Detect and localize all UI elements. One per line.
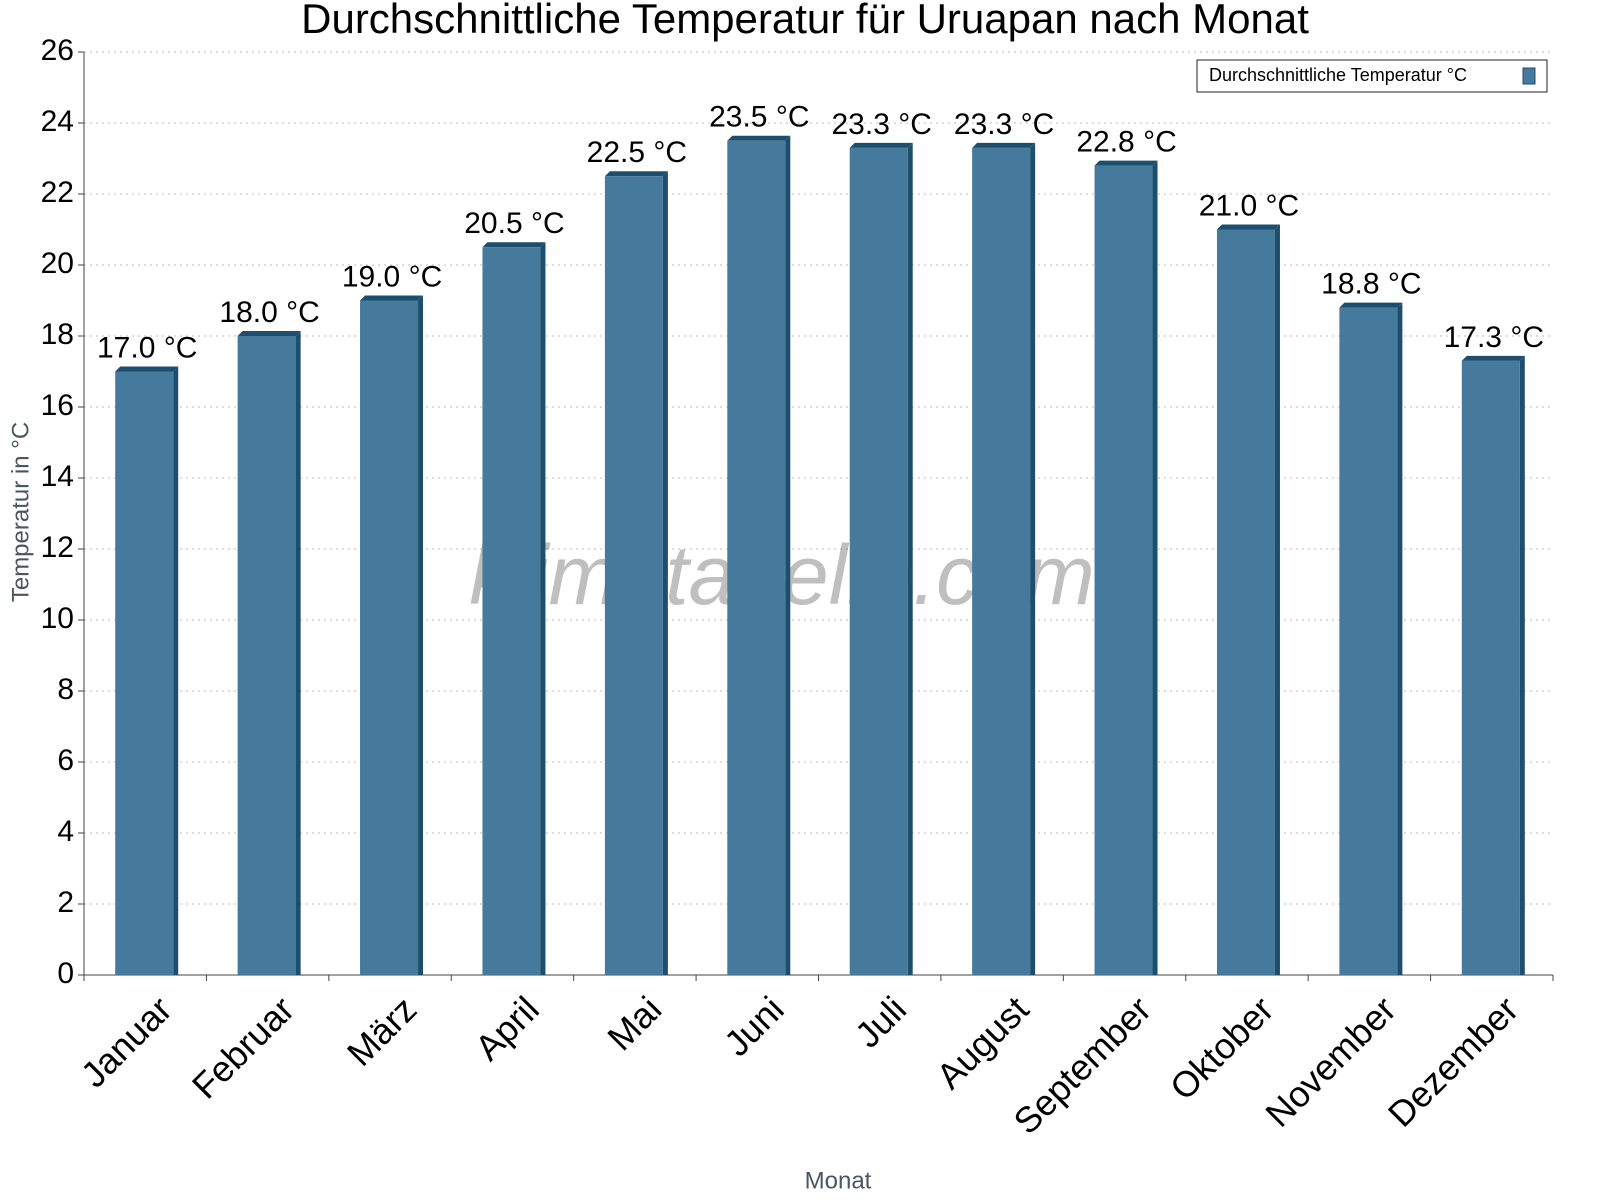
- value-label: 22.8 °C: [1076, 126, 1176, 159]
- x-tick-label: Dezember: [1380, 988, 1526, 1134]
- y-tick-label: 10: [41, 602, 74, 635]
- x-tick-label: November: [1257, 988, 1403, 1134]
- bar-side: [1030, 142, 1036, 976]
- bar: [972, 147, 1031, 976]
- y-axis-label: Temperatur in °C: [7, 422, 34, 602]
- bar-side: [1519, 355, 1525, 976]
- x-tick-label: April: [467, 988, 547, 1068]
- y-tick-label: 26: [41, 34, 74, 67]
- bar-side: [1274, 224, 1280, 975]
- bar: [604, 176, 663, 975]
- bar: [1094, 165, 1153, 976]
- x-tick-label: Juli: [847, 988, 914, 1055]
- y-tick-label: 2: [57, 886, 74, 919]
- value-label: 18.0 °C: [219, 296, 319, 329]
- bar-top: [360, 295, 424, 301]
- y-tick-label: 4: [57, 815, 74, 848]
- chart-title: Durchschnittliche Temperatur für Uruapan…: [301, 0, 1309, 42]
- bar-top: [237, 331, 301, 336]
- bar-side: [173, 366, 179, 975]
- bar-top: [972, 142, 1036, 148]
- x-tick-label: Mai: [599, 988, 669, 1058]
- bar: [115, 371, 174, 975]
- bar-side: [540, 242, 546, 975]
- x-tick-label: Juni: [716, 988, 792, 1064]
- y-tick-label: 16: [41, 389, 74, 422]
- legend-swatch: [1522, 67, 1536, 85]
- bar-side: [295, 331, 301, 975]
- value-label: 23.3 °C: [832, 108, 932, 141]
- bar-top: [727, 135, 791, 141]
- y-tick-label: 18: [41, 318, 74, 351]
- bar-top: [482, 242, 546, 248]
- bar-top: [604, 171, 668, 177]
- y-tick-label: 8: [57, 673, 74, 706]
- bar-top: [849, 142, 913, 148]
- value-label: 18.8 °C: [1321, 268, 1421, 301]
- bar-side: [418, 295, 424, 975]
- y-tick-label: 14: [41, 460, 74, 493]
- bar-top: [1094, 160, 1158, 166]
- value-label: 23.5 °C: [709, 101, 809, 134]
- legend-box: [1196, 59, 1548, 93]
- y-tick-label: 20: [41, 247, 74, 280]
- bar: [237, 336, 296, 975]
- bar-top: [1216, 224, 1280, 230]
- bar-top: [115, 366, 179, 372]
- x-tick-label: Januar: [73, 988, 180, 1095]
- bar-side: [907, 142, 913, 976]
- value-label: 23.3 °C: [954, 108, 1054, 141]
- value-label: 19.0 °C: [342, 260, 442, 293]
- bar: [482, 247, 541, 975]
- bar: [849, 147, 908, 976]
- bar-side: [662, 171, 668, 975]
- value-label: 22.5 °C: [587, 136, 687, 169]
- bar: [1461, 360, 1520, 976]
- bar: [727, 140, 786, 975]
- x-axis-label: Monat: [805, 1167, 872, 1194]
- y-tick-label: 0: [57, 957, 74, 990]
- bar-side: [1152, 160, 1158, 976]
- value-label: 17.3 °C: [1444, 321, 1544, 354]
- bar-side: [785, 135, 791, 975]
- bar-side: [1397, 302, 1403, 976]
- bar: [1339, 307, 1398, 976]
- y-tick-label: 12: [41, 531, 74, 564]
- x-tick-label: August: [928, 988, 1036, 1096]
- x-tick-label: Oktober: [1162, 988, 1282, 1108]
- value-label: 20.5 °C: [464, 207, 564, 240]
- x-tick-label: Februar: [184, 988, 302, 1106]
- value-label: 17.0 °C: [97, 331, 197, 364]
- y-tick-label: 24: [41, 105, 74, 138]
- bar-top: [1461, 355, 1525, 361]
- value-label: 21.0 °C: [1199, 189, 1299, 222]
- bar: [360, 300, 419, 975]
- bar: [1216, 229, 1275, 975]
- bar-top: [1339, 302, 1403, 308]
- y-tick-label: 6: [57, 744, 74, 777]
- y-tick-label: 22: [41, 176, 74, 209]
- x-tick-label: März: [339, 988, 425, 1074]
- legend-label: Durchschnittliche Temperatur °C: [1209, 65, 1467, 85]
